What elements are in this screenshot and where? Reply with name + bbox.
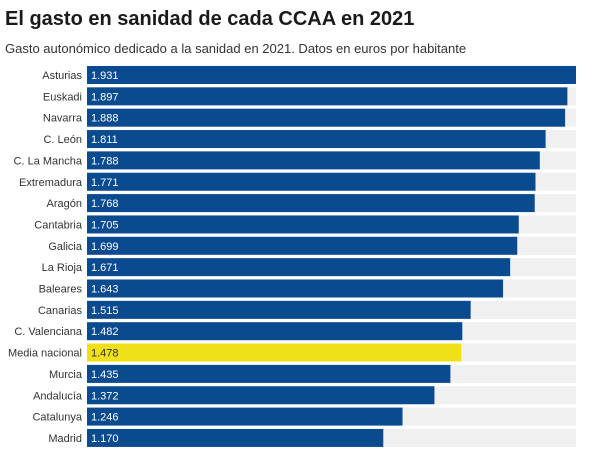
value-label: 1.482	[91, 326, 119, 338]
bar-canarias	[87, 300, 471, 319]
value-label: 1.671	[91, 262, 119, 274]
value-label: 1.478	[91, 348, 119, 360]
category-label: Andalucía	[33, 390, 83, 402]
bar-madrid	[87, 428, 384, 447]
bar-catalunya	[87, 407, 403, 426]
bar-andalucía	[87, 386, 435, 405]
category-label: Murcia	[49, 369, 83, 381]
chart-subtitle: Gasto autonómico dedicado a la sanidad e…	[5, 41, 467, 56]
value-label: 1.771	[91, 177, 119, 189]
category-label: C. Valenciana	[14, 326, 83, 338]
category-label: Media nacional	[8, 348, 82, 360]
category-label: C. La Mancha	[14, 155, 83, 167]
category-label: Catalunya	[32, 412, 82, 424]
value-label: 1.931	[91, 70, 119, 82]
bar-murcia	[87, 364, 451, 383]
bar-c-la-mancha	[87, 151, 540, 170]
category-label: Aragón	[47, 198, 82, 210]
bar-euskadi	[87, 87, 568, 106]
bar-extremadura	[87, 172, 536, 191]
value-label: 1.705	[91, 219, 119, 231]
category-label: Baleares	[39, 284, 83, 296]
bar-la-rioja	[87, 258, 511, 277]
value-label: 1.435	[91, 369, 119, 381]
bar-navarra	[87, 108, 566, 127]
category-label: Galicia	[48, 241, 83, 253]
value-label: 1.372	[91, 390, 119, 402]
category-label: La Rioja	[42, 262, 83, 274]
category-label: Madrid	[48, 433, 82, 445]
value-label: 1.515	[91, 305, 119, 317]
bar-asturias	[87, 66, 576, 84]
value-label: 1.643	[91, 284, 119, 296]
value-label: 1.897	[91, 91, 119, 103]
category-label: Cantabria	[34, 219, 83, 231]
bar-galicia	[87, 236, 518, 255]
category-label: Extremadura	[19, 177, 83, 189]
bar-media-nacional	[87, 343, 462, 362]
bar-cantabria	[87, 215, 519, 234]
category-label: Asturias	[42, 70, 82, 82]
category-label: Canarias	[38, 305, 83, 317]
value-label: 1.699	[91, 241, 119, 253]
value-label: 1.170	[91, 433, 119, 445]
bar-aragón	[87, 194, 535, 213]
bar-c-valenciana	[87, 322, 463, 341]
category-label: Euskadi	[43, 91, 82, 103]
value-label: 1.811	[91, 134, 118, 146]
category-label: Navarra	[43, 113, 83, 125]
value-label: 1.246	[91, 412, 119, 424]
value-label: 1.888	[91, 113, 119, 125]
value-label: 1.768	[91, 198, 119, 210]
chart-title: El gasto en sanidad de cada CCAA en 2021	[5, 8, 415, 30]
bar-c-león	[87, 130, 546, 149]
bar-baleares	[87, 279, 504, 298]
value-label: 1.788	[91, 155, 119, 167]
category-label: C. León	[43, 134, 82, 146]
